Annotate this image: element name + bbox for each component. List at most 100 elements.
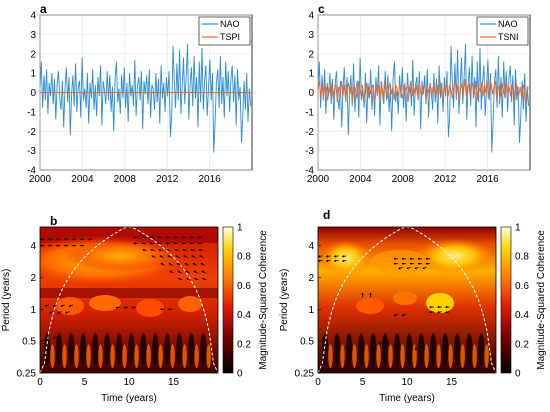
y-tick-label: 2: [308, 49, 314, 60]
heatmap-streaks: [43, 333, 211, 369]
y-tick-labels: -4 -3 -2 -1 0 1 2 3 4: [305, 11, 314, 177]
phase-arrows: [39, 236, 207, 339]
x-tick-label: 2000: [307, 174, 330, 185]
y-tick-label: 0: [30, 88, 36, 99]
colorbar-tick-label: 0.2: [515, 339, 529, 350]
heatmap-streak: [364, 344, 369, 369]
heatmap-streak: [188, 333, 195, 366]
heatmap-streak: [454, 333, 461, 366]
x-tick-label: 15: [168, 377, 180, 388]
y-tick-label: 0.25: [17, 369, 37, 380]
heatmap-blob: [426, 293, 454, 313]
heatmap-streak: [103, 333, 111, 366]
y-tick-labels: 0.25 0.5 1 2 4: [17, 241, 43, 380]
heatmap-streak: [79, 333, 87, 366]
x-axis-label: Time (years): [101, 393, 157, 404]
y-tick-label: 4: [308, 241, 314, 252]
heatmap-streak: [194, 344, 199, 369]
phase-arrows: [317, 255, 450, 351]
colorbar-tick-label: 0.6: [237, 281, 251, 292]
colorbar-tick-label: 0.4: [515, 310, 529, 321]
heatmap-streak: [466, 333, 473, 366]
legend-label-nao: NAO: [220, 19, 240, 29]
y-tick-label: 3: [308, 30, 314, 41]
colorbar-tick-labels: 0 0.2 0.4 0.6 0.8 1: [515, 223, 529, 380]
heatmap-streak: [430, 333, 437, 366]
heatmap-streak: [170, 344, 175, 369]
y-tick-label: 0.25: [295, 369, 315, 380]
heatmap-streak: [91, 333, 99, 366]
heatmap-streak: [140, 333, 147, 366]
nao-series-line: [318, 44, 530, 153]
x-tick-label: 2008: [114, 174, 137, 185]
y-tick-label: 1: [30, 305, 36, 316]
y-tick-labels: 0.25 0.5 1 2 4: [295, 241, 321, 380]
x-tick-label: 2004: [349, 174, 372, 185]
heatmap-streak: [62, 344, 67, 369]
panel-letter-a: a: [40, 2, 47, 16]
colorbar-tick-label: 0.8: [237, 252, 251, 263]
heatmap-streak: [460, 344, 465, 369]
heatmap-streak: [352, 344, 357, 369]
heatmap-band: [40, 288, 218, 298]
y-tick-label: -2: [27, 127, 36, 138]
heatmap-streak: [328, 344, 333, 369]
x-tick-label: 2016: [198, 174, 221, 185]
heatmap-streak: [424, 344, 429, 369]
heatmap-streak: [388, 344, 393, 369]
heatmap-streak: [164, 333, 171, 366]
heatmap-streak: [400, 344, 405, 369]
heatmap-blob: [89, 295, 121, 311]
legend-label-nao: NAO: [498, 19, 518, 29]
colorbar-tick-label: 0.6: [515, 281, 529, 292]
x-tick-labels: 2000 2004 2008 2012 2016: [307, 174, 499, 185]
y-tick-label: -4: [27, 166, 36, 177]
panel-letter-b: b: [50, 214, 57, 228]
heatmap-streak: [74, 344, 79, 369]
heatmap-blob: [356, 298, 384, 314]
x-tick-label: 5: [360, 377, 366, 388]
heatmap-hotspot: [370, 250, 430, 274]
x-axis-label: Time (years): [379, 393, 435, 404]
heatmap-streak: [340, 344, 345, 369]
x-tick-label: 2016: [476, 174, 499, 185]
heatmap-streak: [86, 344, 91, 369]
x-tick-label: 10: [123, 377, 135, 388]
legend-label-tsni: TSNI: [498, 32, 519, 42]
y-tick-label: -3: [305, 146, 314, 157]
y-tick-label: 1: [308, 305, 314, 316]
x-tick-label: 0: [315, 377, 321, 388]
heatmap-streak: [442, 333, 449, 366]
y-tick-label: 2: [308, 273, 314, 284]
heatmap-streak: [200, 333, 207, 366]
heatmap-streak: [110, 344, 115, 369]
heatmap-streak: [381, 333, 389, 366]
x-tick-label: 0: [37, 377, 43, 388]
y-tick-label: 4: [30, 11, 36, 22]
tsni-series-line: [318, 78, 530, 105]
heatmap-streak: [321, 333, 329, 366]
y-tick-label: -2: [305, 127, 314, 138]
heatmap-streak: [128, 333, 135, 366]
heatmap-streak: [369, 333, 377, 366]
x-tick-label: 2000: [29, 174, 52, 185]
heatmap-hotspot: [65, 240, 175, 272]
heatmap-streak: [333, 333, 341, 366]
y-tick-label: 2: [30, 273, 36, 284]
heatmap-streak: [406, 333, 413, 366]
legend-label-tspi: TSPI: [220, 32, 240, 42]
heatmap-streak: [478, 333, 485, 366]
y-tick-label: 2: [30, 49, 36, 60]
heatmap-streak: [146, 344, 151, 369]
y-tick-label: -1: [305, 107, 314, 118]
heatmap-blob: [178, 296, 202, 312]
y-axis-label: Period (years): [279, 269, 290, 332]
x-tick-label: 15: [446, 377, 458, 388]
heatmap-streaks: [321, 333, 489, 369]
y-tick-label: 1: [308, 69, 314, 80]
x-tick-label: 2008: [392, 174, 415, 185]
heatmap-streak: [98, 344, 103, 369]
x-tick-label: 5: [82, 377, 88, 388]
